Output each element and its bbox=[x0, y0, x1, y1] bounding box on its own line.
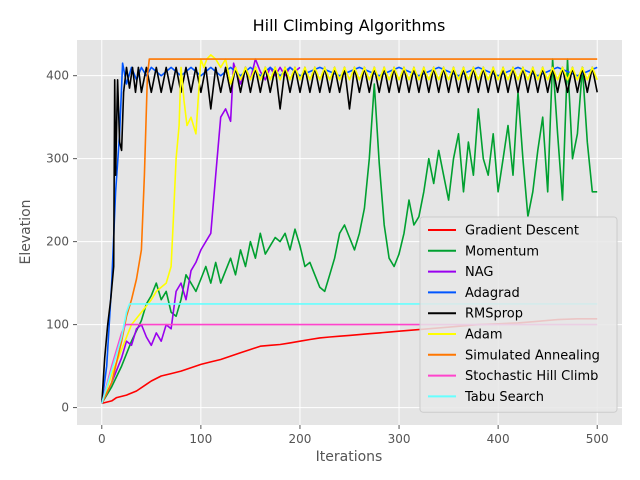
x-tick-label: 100 bbox=[189, 432, 212, 446]
x-tick-label: 500 bbox=[586, 432, 609, 446]
legend-entry-label: Momentum bbox=[465, 244, 539, 259]
y-tick-label: 0 bbox=[61, 401, 69, 415]
legend-entry-label: Tabu Search bbox=[464, 390, 544, 405]
x-axis-ticks: 0 100 200 300 400 500 bbox=[98, 425, 609, 446]
legend: Gradient Descent Momentum NAG Adagrad RMSpro… bbox=[419, 216, 618, 413]
x-tick-label: 200 bbox=[289, 432, 312, 446]
legend-entry-label: Adagrad bbox=[465, 286, 520, 301]
y-axis-ticks: 0 100 200 300 400 bbox=[46, 69, 77, 415]
legend-entry-label: Adam bbox=[465, 328, 503, 343]
series-line-adam bbox=[101, 54, 598, 404]
y-tick-label: 200 bbox=[46, 235, 69, 249]
series-line-rmsprop bbox=[101, 66, 598, 404]
y-tick-label: 100 bbox=[46, 318, 69, 332]
x-axis-label: Iterations bbox=[316, 449, 383, 465]
series-line-simulated-annealing bbox=[101, 58, 598, 404]
chart-title: Hill Climbing Algorithms bbox=[253, 16, 446, 35]
legend-entry-label: Simulated Annealing bbox=[465, 348, 600, 363]
x-tick-label: 0 bbox=[98, 432, 106, 446]
legend-entry-label: Gradient Descent bbox=[465, 224, 579, 239]
legend-entry-label: NAG bbox=[465, 265, 493, 280]
x-tick-label: 400 bbox=[487, 432, 510, 446]
x-tick-label: 300 bbox=[388, 432, 411, 446]
y-axis-label: Elevation bbox=[18, 199, 34, 264]
legend-entry-label: RMSprop bbox=[465, 307, 523, 322]
y-tick-label: 400 bbox=[46, 69, 69, 83]
y-tick-label: 300 bbox=[46, 152, 69, 166]
legend-entry-label: Stochastic Hill Climb bbox=[465, 369, 598, 384]
legend-box bbox=[419, 216, 618, 413]
